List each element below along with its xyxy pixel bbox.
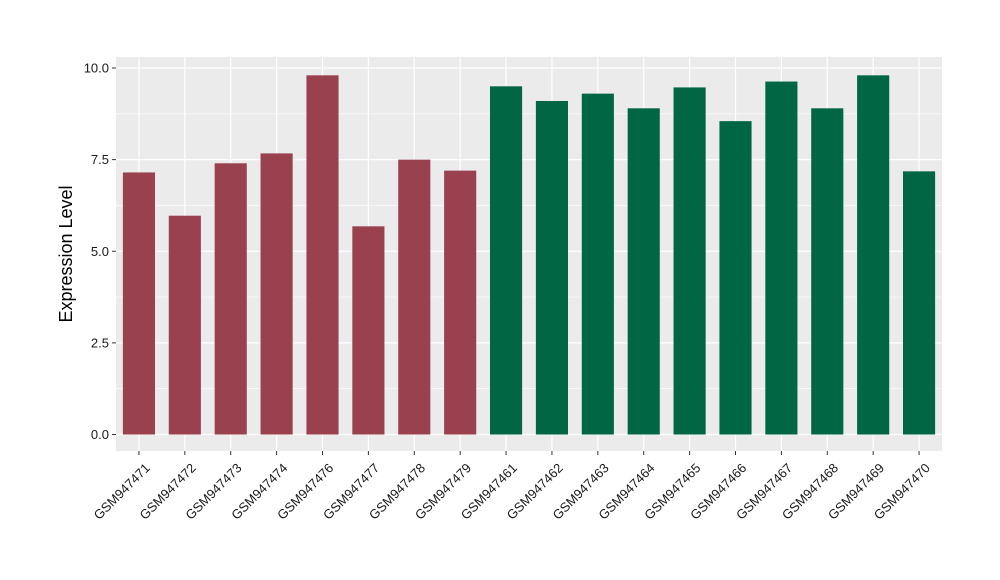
bar-GSM947470 <box>902 171 936 435</box>
bar-GSM947469 <box>857 75 890 435</box>
plot-panel <box>116 57 942 451</box>
bar-GSM947463 <box>581 93 614 435</box>
x-axis: GSM947471GSM947472GSM947473GSM947474GSM9… <box>91 451 933 523</box>
bar-GSM947476 <box>306 75 339 435</box>
y-tick-label: 10.0 <box>84 60 109 75</box>
bar-GSM947472 <box>168 215 201 435</box>
y-axis-title: Expression Level <box>56 185 76 322</box>
bar-GSM947464 <box>627 108 660 435</box>
minor-gridlines <box>116 113 942 389</box>
y-tick-label: 5.0 <box>91 244 109 259</box>
bar-GSM947473 <box>214 163 247 435</box>
bar-GSM947468 <box>811 108 844 435</box>
bar-GSM947466 <box>719 121 752 435</box>
bar-GSM947467 <box>765 81 798 435</box>
bar-series <box>122 75 936 435</box>
bar-GSM947462 <box>535 100 569 435</box>
bar-GSM947477 <box>352 226 385 435</box>
y-axis: 0.0 2.5 5.0 7.5 10.0 <box>84 60 116 442</box>
bar-GSM947478 <box>398 159 431 435</box>
y-tick-label: 2.5 <box>91 335 109 350</box>
y-tick-label: 7.5 <box>91 152 109 167</box>
bar-GSM947474 <box>260 153 293 435</box>
y-tick-label: 0.0 <box>91 427 109 442</box>
bar-GSM947471 <box>122 172 156 435</box>
bar-GSM947461 <box>489 86 523 435</box>
bar-GSM947465 <box>673 87 706 435</box>
bar-GSM947479 <box>444 170 477 435</box>
